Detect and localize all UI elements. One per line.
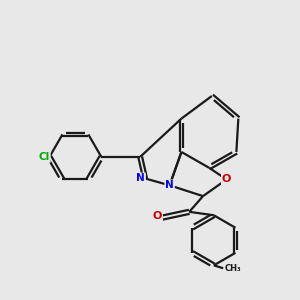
Text: Cl: Cl <box>39 152 50 162</box>
Text: O: O <box>153 211 162 221</box>
Text: O: O <box>222 174 231 184</box>
Text: CH₃: CH₃ <box>225 264 242 273</box>
Text: N: N <box>136 173 145 184</box>
Text: N: N <box>165 180 174 190</box>
